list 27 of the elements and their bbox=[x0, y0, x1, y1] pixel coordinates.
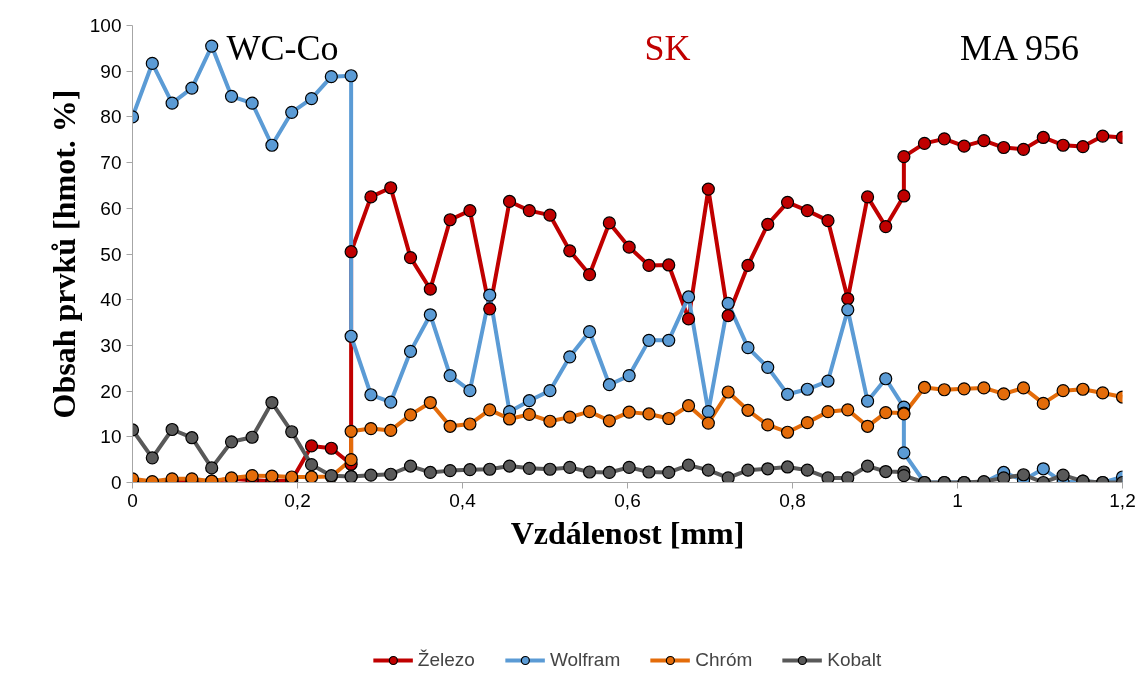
x-tick-label: 1 bbox=[952, 489, 963, 511]
y-tick-label: 50 bbox=[100, 243, 122, 265]
x-tick-label: 0 bbox=[127, 489, 138, 511]
x-tick-label: 1,2 bbox=[1109, 489, 1136, 511]
legend-label: Chróm bbox=[695, 649, 753, 671]
y-tick-label: 80 bbox=[100, 106, 122, 128]
annotation: WC-Co bbox=[226, 27, 339, 68]
legend-label: Kobalt bbox=[827, 649, 882, 671]
legend-label: Wolfram bbox=[549, 649, 621, 671]
y-tick-label: 40 bbox=[100, 289, 122, 311]
y-tick-label: 30 bbox=[100, 334, 122, 356]
y-tick-label: 90 bbox=[100, 60, 122, 82]
legend-label: Železo bbox=[417, 649, 475, 671]
y-tick-label: 60 bbox=[100, 197, 122, 219]
y-axis-title: Obsah prvků [hmot. %] bbox=[45, 89, 82, 419]
x-tick-label: 0,4 bbox=[449, 489, 477, 511]
x-tick-label: 0,2 bbox=[284, 489, 311, 511]
y-tick-label: 100 bbox=[89, 15, 122, 36]
y-tick-label: 0 bbox=[110, 472, 122, 493]
y-tick-label: 10 bbox=[100, 426, 122, 448]
annotation: SK bbox=[644, 27, 691, 68]
y-tick-label: 20 bbox=[100, 380, 122, 402]
x-tick-label: 0,8 bbox=[779, 489, 806, 511]
x-tick-label: 0,6 bbox=[614, 489, 641, 511]
annotation: MA 956 bbox=[960, 27, 1080, 68]
y-tick-label: 70 bbox=[100, 152, 122, 174]
x-axis-title: Vzdálenost [mm] bbox=[510, 514, 745, 551]
